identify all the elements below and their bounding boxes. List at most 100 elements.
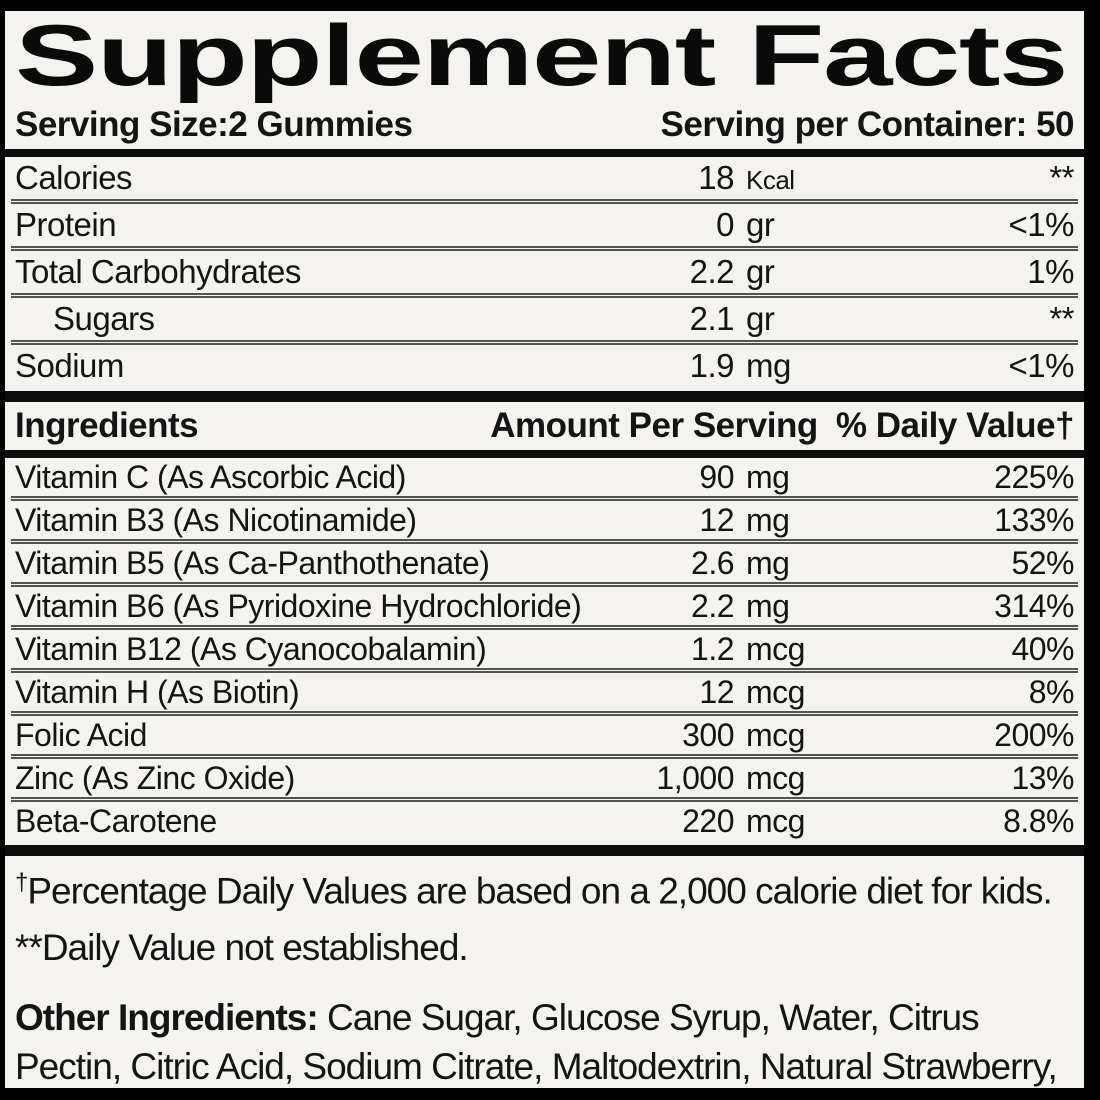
row-daily-value: <1% [1008,206,1075,243]
ingredients-table: Vitamin C (As Ascorbic Acid) 90 mg 225% … [11,458,1078,840]
row-separator [11,496,1078,501]
daily-value-footnote-text: Percentage Daily Values are based on a 2… [27,870,1052,912]
amount-column-header: Amount Per Serving [490,406,818,445]
row-name: Beta-Carotene [15,802,217,839]
not-established-footnote-text: Daily Value not established. [41,926,469,968]
row-separator [11,539,1078,544]
ingredient-row: Beta-Carotene 220 mcg 8.8% [15,802,1075,840]
row-amount: 12 mg [634,502,824,539]
row-name: Vitamin B3 (As Nicotinamide) [15,501,417,538]
ingredient-row: Zinc (As Zinc Oxide) 1,000 mcg 13% [15,759,1075,797]
row-amount-value: 1.2 [691,630,734,667]
row-amount-unit: mg [746,587,790,624]
row-name: Vitamin B12 (As Cyanocobalamin) [15,630,487,667]
row-daily-value: 314% [994,587,1074,624]
row-separator [11,625,1078,630]
row-amount-unit: mcg [746,759,805,796]
row-amount-value: 18 [698,159,734,196]
row-name: Folic Acid [15,716,147,753]
row-amount-value: 2.2 [691,587,734,624]
row-name: Vitamin B6 (As Pyridoxine Hydrochloride) [15,587,582,624]
row-daily-value: 40% [1011,630,1074,667]
row-separator [11,582,1078,587]
row-amount-value: 90 [699,458,734,495]
row-amount-value: 2.2 [689,253,735,290]
row-amount-unit: gr [746,206,775,243]
row-amount-value: 220 [682,802,734,839]
row-daily-value: 8.8% [1003,802,1074,839]
row-daily-value: 133% [994,501,1074,538]
row-separator [11,293,1078,298]
row-name: Vitamin B5 (As Ca-Panthothenate) [15,544,490,581]
nutrient-row: Sodium 1.9 mg <1% [15,345,1075,387]
row-amount-unit: mcg [746,673,805,710]
row-amount-unit: mcg [746,802,805,839]
thick-rule [5,845,1084,856]
panel-title-svg: Supplement Facts [15,11,1068,103]
serving-info-row: Serving Size:2 Gummies Serving per Conta… [15,103,1075,149]
row-amount: 12 mcg [634,674,824,711]
row-daily-value: ** [1049,300,1074,337]
other-ingredients-label: Other Ingredients: [15,996,319,1038]
servings-per-container-label: Serving per Container: 50 [660,105,1075,144]
row-name: Protein [15,206,117,243]
row-amount: 300 mcg [634,717,824,754]
row-daily-value: 52% [1011,544,1074,581]
row-amount-value: 2.1 [689,300,735,337]
row-separator [11,668,1078,673]
thick-rule [5,391,1084,402]
row-separator [11,246,1078,251]
row-amount: 2.1 gr [634,300,824,338]
row-amount: 1.2 mcg [634,631,824,668]
row-separator [11,754,1078,759]
ingredient-row: Vitamin B12 (As Cyanocobalamin) 1.2 mcg … [15,630,1075,668]
row-separator [11,199,1078,204]
thick-rule [5,450,1084,458]
row-daily-value: 225% [994,458,1074,495]
other-ingredients-text: Cane Sugar, Glucose Syrup, Water, Citrus… [15,996,1058,1088]
row-amount-unit: mcg [746,716,805,753]
ingredient-row: Folic Acid 300 mcg 200% [15,716,1075,754]
row-name: Sugars [53,300,155,337]
daily-value-footnote: †Percentage Daily Values are based on a … [15,868,1074,915]
row-separator [11,340,1078,345]
thick-rule [5,149,1084,157]
row-amount: 90 mg [634,459,824,496]
panel-title-wrap: Supplement Facts [15,11,1074,103]
row-daily-value: 8% [1028,673,1075,710]
nutrient-row: Protein 0 gr <1% [15,204,1075,246]
asterisks-mark: ** [15,926,43,968]
daily-value-column-header: % Daily Value† [835,406,1075,445]
row-amount-unit: mg [746,347,791,384]
row-name: Vitamin C (As Ascorbic Acid) [15,458,406,495]
row-amount-value: 1,000 [656,759,734,796]
row-amount: 220 mcg [634,803,824,840]
row-amount-unit: mg [746,458,790,495]
row-amount: 1.9 mg [634,347,824,385]
row-amount: 1,000 mcg [634,760,824,797]
row-separator [11,711,1078,716]
ingredients-column-header: Ingredients [15,406,199,445]
row-amount-unit: Kcal [746,165,795,195]
row-amount-value: 2.6 [691,544,734,581]
row-daily-value: 200% [994,716,1074,753]
row-daily-value: 1% [1027,253,1074,290]
row-name: Calories [15,159,133,196]
row-amount-unit: gr [746,253,775,290]
row-daily-value: <1% [1008,347,1075,384]
row-amount-unit: mg [746,544,790,581]
ingredient-row: Vitamin B5 (As Ca-Panthothenate) 2.6 mg … [15,544,1075,582]
ingredients-header-row: Ingredients Amount Per Serving % Daily V… [15,402,1075,450]
row-amount: 18 Kcal [634,159,824,197]
row-amount-unit: mcg [746,630,805,667]
supplement-facts-panel: Supplement Facts Serving Size:2 Gummies … [5,11,1084,1088]
row-amount-unit: gr [746,300,775,337]
ingredient-row: Vitamin C (As Ascorbic Acid) 90 mg 225% [15,458,1075,496]
nutrient-table: Calories 18 Kcal ** Protein 0 gr <1% Tot… [11,157,1078,387]
row-amount-value: 0 [716,206,734,243]
row-daily-value: 13% [1011,759,1074,796]
row-separator [11,797,1078,802]
nutrient-row: Total Carbohydrates 2.2 gr 1% [15,251,1075,293]
panel-title: Supplement Facts [15,17,1067,103]
